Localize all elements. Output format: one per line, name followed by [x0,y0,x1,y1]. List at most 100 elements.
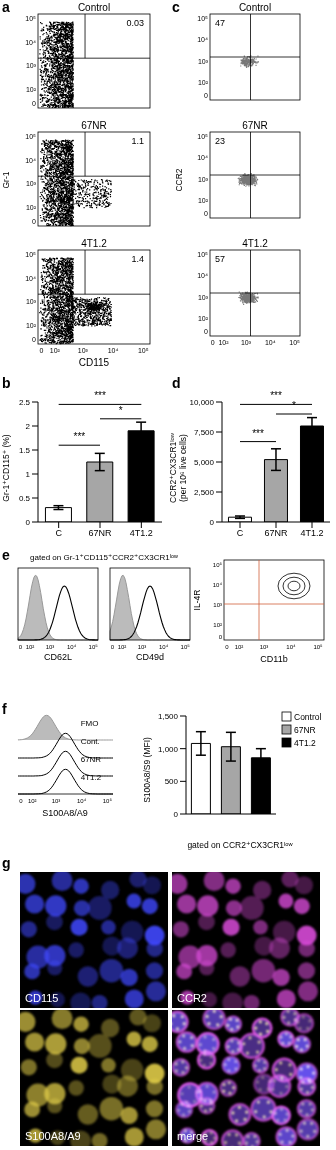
svg-text:10²: 10² [50,347,61,354]
svg-text:10³: 10³ [198,58,209,65]
svg-text:10²: 10² [118,644,127,650]
svg-text:1.5: 1.5 [19,446,31,455]
svg-text:e: e [2,547,10,563]
svg-text:CD49d: CD49d [136,652,164,662]
svg-text:CCR2: CCR2 [177,992,207,1004]
svg-text:10⁵: 10⁵ [181,644,191,650]
svg-text:10²: 10² [198,79,209,86]
svg-text:C: C [55,528,62,538]
svg-text:0: 0 [111,644,115,650]
svg-text:10²: 10² [198,315,209,322]
svg-text:IL-4R: IL-4R [192,590,202,611]
svg-text:*: * [119,405,123,416]
svg-text:10⁵: 10⁵ [213,562,223,568]
svg-text:47: 47 [215,18,225,28]
svg-text:0: 0 [210,518,215,527]
svg-text:10³: 10³ [198,294,209,301]
svg-text:4T1.2: 4T1.2 [81,773,102,782]
svg-text:10⁵: 10⁵ [197,15,208,22]
svg-text:4T1.2: 4T1.2 [242,238,268,249]
svg-text:23: 23 [215,136,225,146]
svg-text:***: *** [73,431,85,442]
svg-text:CCR2⁺CX3CR1ˡᵒʷ: CCR2⁺CX3CR1ˡᵒʷ [168,432,178,503]
svg-text:10⁴: 10⁴ [197,272,208,279]
svg-text:10²: 10² [218,339,229,346]
svg-text:67NR: 67NR [81,120,107,131]
svg-text:67NR: 67NR [294,725,316,735]
svg-text:10⁴: 10⁴ [213,582,223,588]
svg-text:gated on Gr-1⁺CD115⁺CCR2⁺CX3CR: gated on Gr-1⁺CD115⁺CCR2⁺CX3CR1ˡᵒʷ [30,553,178,562]
svg-text:S100A8/A9: S100A8/A9 [25,1130,81,1142]
svg-text:0: 0 [225,644,229,650]
svg-text:10³: 10³ [213,602,222,608]
svg-text:57: 57 [215,254,225,264]
svg-text:0: 0 [39,347,43,354]
svg-text:CCR2: CCR2 [174,168,184,191]
svg-text:10⁵: 10⁵ [138,347,149,354]
svg-text:4T1.2: 4T1.2 [300,528,323,538]
svg-text:10²: 10² [28,798,37,804]
svg-text:CD62L: CD62L [44,652,72,662]
svg-text:CD115: CD115 [79,357,110,368]
svg-text:1.4: 1.4 [131,254,144,264]
svg-text:4T1.2: 4T1.2 [81,238,107,249]
svg-text:10⁴: 10⁴ [25,275,36,282]
svg-text:0: 0 [32,100,36,107]
svg-text:10²: 10² [26,322,37,329]
svg-text:5,000: 5,000 [194,458,215,467]
svg-text:0: 0 [174,810,179,819]
svg-text:10⁵: 10⁵ [197,133,208,140]
svg-text:0: 0 [204,92,208,99]
svg-text:CD11b: CD11b [260,654,287,664]
svg-text:7,500: 7,500 [194,428,215,437]
svg-text:Control: Control [78,2,110,13]
svg-text:10²: 10² [213,622,222,628]
svg-text:10⁵: 10⁵ [289,339,300,346]
svg-text:Gr-1: Gr-1 [1,171,11,188]
svg-text:10³: 10³ [26,298,37,305]
svg-text:10⁵: 10⁵ [313,644,323,650]
svg-text:10⁴: 10⁴ [25,39,36,46]
svg-text:g: g [2,855,11,871]
svg-text:10⁵: 10⁵ [25,15,36,22]
svg-text:***: *** [252,428,264,439]
svg-text:2.5: 2.5 [19,398,31,407]
svg-text:merge: merge [177,1130,208,1142]
svg-text:*: * [292,400,296,411]
svg-text:10⁵: 10⁵ [197,251,208,258]
svg-text:10⁴: 10⁴ [108,347,119,354]
svg-text:10⁴: 10⁴ [197,36,208,43]
svg-text:10³: 10³ [198,176,209,183]
svg-text:0: 0 [19,644,23,650]
svg-text:10³: 10³ [26,180,37,187]
svg-text:67NR: 67NR [264,528,288,538]
svg-text:10³: 10³ [241,339,252,346]
svg-text:d: d [172,375,181,391]
svg-text:(per 10⁶ live cells): (per 10⁶ live cells) [178,434,188,502]
svg-text:10⁵: 10⁵ [25,251,36,258]
svg-text:10³: 10³ [46,644,55,650]
svg-text:2,500: 2,500 [194,488,215,497]
svg-text:10⁴: 10⁴ [159,644,169,650]
svg-text:FMO: FMO [81,719,99,728]
svg-text:0: 0 [26,518,31,527]
svg-text:0: 0 [19,798,23,804]
svg-text:0.03: 0.03 [126,18,144,28]
svg-text:0: 0 [204,210,208,217]
svg-text:10⁴: 10⁴ [77,798,87,804]
svg-text:Control: Control [239,2,271,13]
svg-text:Gr-1⁺CD115⁺ (%): Gr-1⁺CD115⁺ (%) [1,434,11,502]
svg-text:10⁵: 10⁵ [25,133,36,140]
svg-text:0: 0 [32,336,36,343]
svg-text:10⁵: 10⁵ [103,798,113,804]
svg-text:Control: Control [294,712,322,722]
svg-text:1,000: 1,000 [158,745,179,754]
svg-text:a: a [2,0,10,15]
svg-text:0: 0 [204,328,208,335]
svg-text:Cont.: Cont. [81,737,100,746]
svg-text:500: 500 [165,777,179,786]
svg-text:10⁴: 10⁴ [25,157,36,164]
svg-text:gated on CCR2⁺CX3CR1ˡᵒʷ: gated on CCR2⁺CX3CR1ˡᵒʷ [187,840,293,850]
svg-text:CD115: CD115 [25,992,58,1004]
svg-text:***: *** [94,390,106,401]
